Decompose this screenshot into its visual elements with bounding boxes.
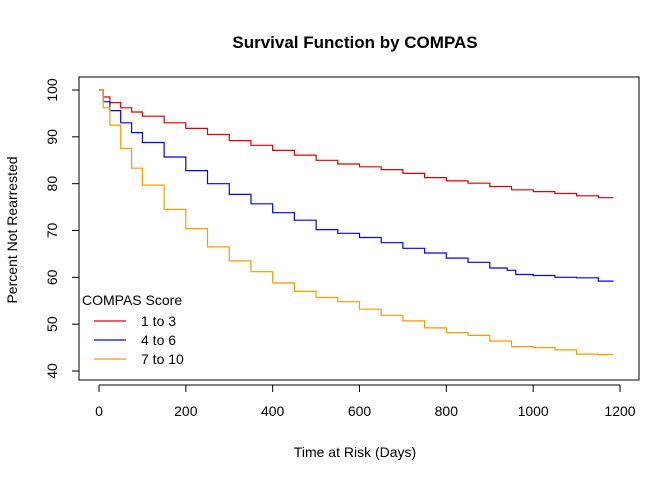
y-tick-label: 70	[44, 223, 60, 239]
x-tick-label: 1200	[604, 403, 635, 419]
x-tick-label: 400	[261, 403, 285, 419]
chart-title: Survival Function by COMPAS	[232, 33, 477, 52]
y-axis: 40 50 60 70 80 90 100	[44, 78, 80, 379]
legend-label-1: 4 to 6	[141, 332, 176, 348]
series-line-2	[99, 89, 614, 356]
x-axis: 0 200 400 600 800 1000 1200	[95, 384, 636, 419]
y-tick-label: 40	[44, 363, 60, 379]
y-axis-label: Percent Not Rearrested	[4, 156, 20, 303]
y-tick-label: 80	[44, 176, 60, 192]
x-tick-label: 800	[435, 403, 459, 419]
x-tick-label: 600	[348, 403, 372, 419]
legend-title: COMPAS Score	[82, 292, 182, 308]
x-tick-label: 1000	[518, 403, 549, 419]
legend-label-2: 7 to 10	[141, 351, 184, 367]
series-layer	[99, 89, 614, 356]
x-tick-label: 200	[174, 403, 198, 419]
y-tick-label: 90	[44, 129, 60, 145]
x-axis-label: Time at Risk (Days)	[294, 444, 416, 460]
x-tick-label: 0	[95, 403, 103, 419]
y-tick-label: 100	[44, 78, 60, 102]
legend-label-0: 1 to 3	[141, 313, 176, 329]
y-tick-label: 50	[44, 316, 60, 332]
series-line-0	[99, 89, 614, 199]
y-tick-label: 60	[44, 269, 60, 285]
legend: COMPAS Score 1 to 3 4 to 6 7 to 10	[82, 292, 184, 367]
series-line-1	[99, 89, 614, 282]
